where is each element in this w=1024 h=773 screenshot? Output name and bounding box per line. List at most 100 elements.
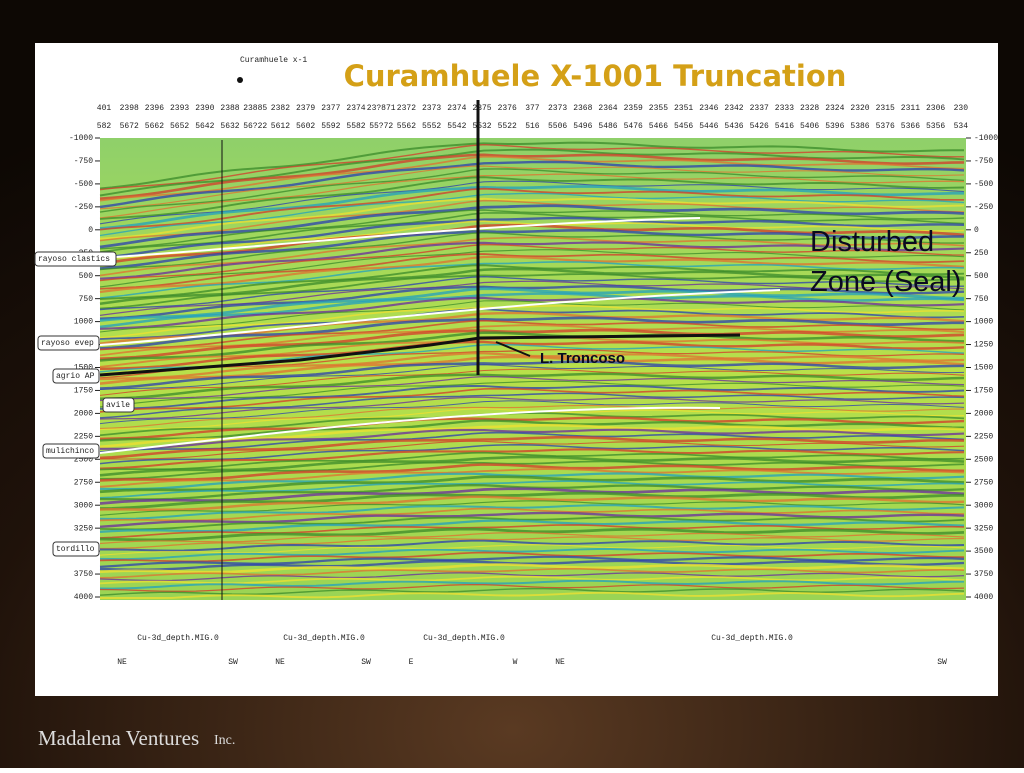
well-marker [237,77,243,83]
trace-label: 2377 [321,104,340,113]
seismic-reflector [99,319,965,351]
depth-label: 2250 [74,432,93,441]
seismic-reflector [99,487,965,505]
trace-label: 2396 [145,104,164,113]
seismic-reflector [99,555,965,568]
trace-label: 2382 [271,104,290,113]
seismic-reflector [99,455,965,477]
depth-label: -1000 [69,134,93,143]
trace-label: 5662 [145,122,164,131]
trace-label: 377 [525,104,540,113]
seismic-reflector [99,463,964,482]
trace-label: 2368 [573,104,592,113]
seismic-reflector [99,400,965,425]
trace-label: 582 [97,122,112,131]
seismic-reflector [99,404,965,430]
seismic-reflector [99,519,965,533]
seismic-reflector [99,532,965,545]
direction: SW [361,658,371,667]
seismic-reflector [99,527,965,542]
trace-label: 2374 [346,104,365,113]
trace-label: 5532 [472,122,491,131]
seismic-reflector [99,579,965,590]
depth-label: 2750 [974,478,993,487]
trace-label: 5466 [649,122,668,131]
trace-label: 5506 [548,122,567,131]
seismic-reflector [99,173,965,219]
company-suffix: Inc. [214,733,235,748]
horizon-label: tordillo [56,545,95,554]
seismic-reflector [99,472,965,491]
seismic-reflector [99,340,965,371]
seismic-reflector [99,241,965,280]
seismic-reflector [99,209,965,250]
seismic-reflector [99,255,965,294]
seismic-reflector [99,435,965,460]
depth-label: 3250 [74,524,93,533]
seismic-reflector [99,396,965,420]
seismic-reflector [99,300,965,333]
depth-label: 4000 [974,593,993,602]
seismic-reflector [99,180,965,225]
seismic-reflector [99,575,965,585]
seismic-reflector [99,551,964,563]
line-name: Cu-3d_depth.MIG.0 [711,634,793,643]
trace-label: 230 [954,104,969,113]
seismic-reflector [100,591,965,599]
depth-label: 2750 [74,478,93,487]
trace-label: 5552 [422,122,441,131]
trace-label: 2346 [699,104,718,113]
seismic-reflector [99,468,965,488]
trace-label: 56?22 [243,122,267,131]
seismic-reflector [99,311,965,345]
seismic-reflector [99,287,965,322]
line-name: Cu-3d_depth.MIG.0 [137,634,219,643]
line-name: Cu-3d_depth.MIG.0 [423,634,505,643]
seismic-reflector [100,428,965,450]
seismic-reflector [99,328,965,361]
horizon-line [99,289,781,346]
seismic-reflector [99,176,965,220]
trace-label: 2393 [170,104,189,113]
seismic-reflector [99,267,965,305]
depth-label: -250 [974,203,993,212]
trace-label: 5446 [699,122,718,131]
seismic-reflector [99,141,964,190]
seismic-reflector [100,539,965,552]
trace-label: 401 [97,104,112,113]
horizon-box [34,251,117,267]
seismic-reflector [99,185,964,230]
direction: W [513,658,518,667]
seismic-reflector [99,275,965,311]
seismic-reflector [99,165,965,210]
trace-label: 2328 [800,104,819,113]
seismic-reflector [99,261,965,299]
seismic-reflector [99,504,965,520]
seismic-reflector [99,187,964,231]
seismic-reflector [99,495,965,512]
seismic-reflector [99,249,965,288]
seismic-reflector [99,524,965,539]
seismic-reflector [99,292,965,329]
trace-label: 5632 [220,122,239,131]
depth-label: 1000 [974,318,993,327]
depth-label: 1750 [74,387,93,396]
seismic-reflector [99,480,965,499]
horizon-label: avile [106,401,130,410]
depth-label: 3000 [74,501,93,510]
horizon-label: rayoso evep [41,339,94,348]
trace-label: 2372 [397,104,416,113]
seismic-reflector [99,507,965,522]
trace-label: 5592 [321,122,340,131]
horizon-box [52,368,100,384]
seismic-reflector [99,212,965,253]
depth-label: 0 [88,226,93,235]
seismic-reflector [99,572,965,582]
seismic-reflector [99,216,965,260]
seismic-reflector [99,448,965,470]
seismic-reflector [99,375,965,402]
seismic-reflector [99,500,965,516]
trace-label: 2364 [598,104,617,113]
seismic-reflector [99,364,965,391]
seismic-reflector [99,331,965,362]
